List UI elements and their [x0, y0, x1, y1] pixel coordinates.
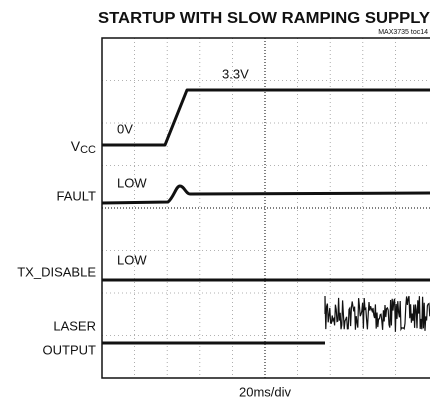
channel-label: LASER: [53, 318, 96, 333]
time-scale: 20ms/div: [239, 384, 292, 399]
screen-border: [101, 37, 430, 379]
vcc-trace: [102, 88, 430, 147]
fault-trace: [101, 184, 430, 205]
channel-label: VCC: [71, 138, 96, 156]
laser-on-trace: [324, 295, 430, 332]
annotation: 0V: [117, 121, 133, 136]
screen: [102, 38, 430, 378]
annotation: LOW: [117, 252, 147, 267]
channel-label: OUTPUT: [43, 342, 97, 357]
title: STARTUP WITH SLOW RAMPING SUPPLY: [98, 10, 430, 27]
annotation: LOW: [117, 175, 147, 190]
subtitle: MAX3735 toc14: [378, 29, 428, 36]
channel-label: FAULT: [57, 188, 97, 203]
channel-label: TX_DISABLE: [17, 264, 96, 279]
annotation: 3.3V: [222, 66, 249, 81]
